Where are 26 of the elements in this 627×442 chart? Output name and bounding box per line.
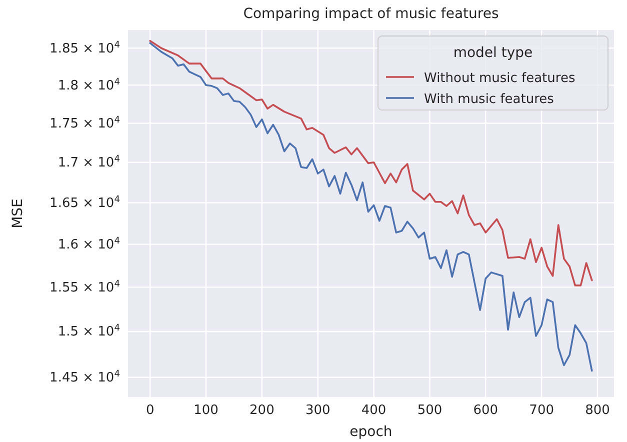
x-tick-label: 600 (473, 403, 498, 418)
y-tick-label: 1.5 × 10$^{4}$ (58, 324, 120, 340)
chart-title: Comparing impact of music features (243, 6, 499, 22)
legend-label: Without music features (424, 71, 576, 86)
y-tick-label: 1.85 × 10$^{4}$ (50, 40, 120, 56)
line-series (149, 42, 593, 372)
y-tick-label: 1.55 × 10$^{4}$ (50, 279, 120, 296)
y-axis-title: MSE (10, 198, 26, 228)
y-tick-label: 1.45 × 10$^{4}$ (50, 369, 120, 386)
legend-label: With music features (424, 92, 554, 107)
x-tick-label: 400 (361, 403, 386, 418)
y-tick-label: 1.7 × 10$^{4}$ (58, 154, 120, 171)
x-tick-label: 200 (250, 403, 274, 418)
x-tick-label: 500 (417, 403, 442, 418)
x-tick-label: 100 (194, 403, 218, 418)
legend-title: model type (453, 45, 533, 61)
y-tick-label: 1.6 × 10$^{4}$ (58, 236, 120, 252)
y-tick-label: 1.65 × 10$^{4}$ (50, 194, 120, 211)
line-series (149, 40, 593, 286)
x-axis-title: epoch (350, 424, 392, 440)
x-tick-label: 700 (529, 403, 554, 418)
y-tick-label: 1.75 × 10$^{4}$ (50, 115, 120, 132)
y-tick-label: 1.8 × 10$^{4}$ (58, 77, 120, 94)
x-tick-label: 0 (146, 403, 154, 418)
x-tick-label: 300 (305, 403, 330, 418)
x-tick-label: 800 (585, 403, 610, 418)
